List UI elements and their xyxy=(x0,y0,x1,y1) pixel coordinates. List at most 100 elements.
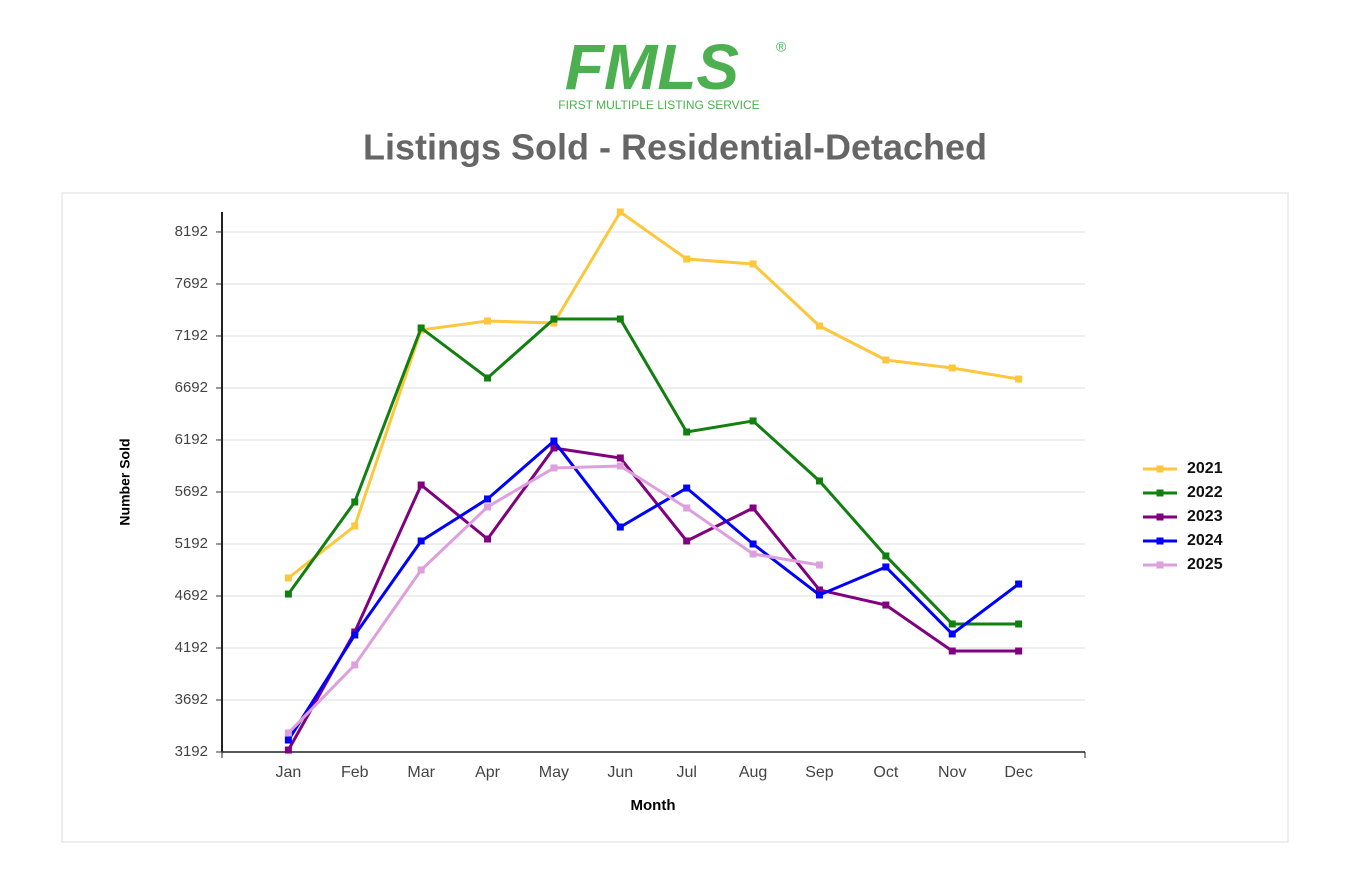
point xyxy=(284,746,292,754)
legend-label: 2025 xyxy=(1187,556,1223,573)
y-tick-label: 8192 xyxy=(175,223,208,240)
y-tick-label: 5692 xyxy=(175,483,208,500)
point xyxy=(882,356,890,364)
point xyxy=(749,260,757,268)
point xyxy=(815,322,823,330)
point xyxy=(550,444,558,452)
point xyxy=(284,590,292,598)
legend-label: 2024 xyxy=(1187,532,1223,549)
point xyxy=(749,504,757,512)
x-tick-label: Jul xyxy=(676,764,696,781)
x-tick-label: Jun xyxy=(607,764,633,781)
point xyxy=(351,498,359,506)
point xyxy=(616,454,624,462)
point xyxy=(683,504,691,512)
series-line xyxy=(287,446,1019,751)
y-tick-label: 5192 xyxy=(175,535,208,552)
legend-marker xyxy=(1156,513,1164,521)
y-tick-label: 3692 xyxy=(175,691,208,708)
y-tick-label: 6192 xyxy=(175,431,208,448)
legend-label: 2021 xyxy=(1187,460,1223,477)
point xyxy=(882,563,890,571)
y-tick-label: 7192 xyxy=(175,327,208,344)
point xyxy=(284,574,292,582)
point xyxy=(749,417,757,425)
point xyxy=(484,495,492,503)
point xyxy=(882,552,890,560)
y-tick-label: 6692 xyxy=(175,379,208,396)
x-tick-label: Sep xyxy=(805,764,834,781)
point xyxy=(616,462,624,470)
x-tick-label: Feb xyxy=(341,764,369,781)
x-tick-label: Nov xyxy=(938,764,966,781)
point xyxy=(417,566,425,574)
point xyxy=(683,537,691,545)
point xyxy=(550,437,558,445)
x-tick-label: May xyxy=(539,764,569,781)
frame xyxy=(61,192,1289,843)
point xyxy=(351,661,359,669)
point xyxy=(284,736,292,744)
point xyxy=(948,364,956,372)
series-line xyxy=(287,438,1020,741)
logo-text: FMLS xyxy=(565,31,740,103)
legend-label: 2022 xyxy=(1187,484,1223,501)
point xyxy=(815,561,823,569)
legend-label: 2023 xyxy=(1187,508,1223,525)
point xyxy=(616,208,624,216)
y-tick-label: 7692 xyxy=(175,275,208,292)
point xyxy=(683,255,691,263)
y-tick-label: 4192 xyxy=(175,639,208,656)
point xyxy=(616,523,624,531)
point xyxy=(749,540,757,548)
point xyxy=(948,630,956,638)
point xyxy=(484,535,492,543)
point xyxy=(815,477,823,485)
point xyxy=(284,729,292,737)
point xyxy=(417,324,425,332)
point xyxy=(815,586,823,594)
x-tick-label: Aug xyxy=(739,764,767,781)
x-tick-label: Mar xyxy=(407,764,435,781)
legend-marker xyxy=(1156,537,1164,545)
point xyxy=(1015,647,1023,655)
y-axis-label: Number Sold xyxy=(117,438,133,525)
logo-tagline: FIRST MULTIPLE LISTING SERVICE xyxy=(558,98,759,112)
point xyxy=(550,464,558,472)
series-line xyxy=(287,209,1019,580)
x-tick-label: Oct xyxy=(873,764,898,781)
point xyxy=(1015,375,1023,383)
point xyxy=(351,522,359,530)
point xyxy=(683,484,691,492)
point xyxy=(882,601,890,609)
y-tick-label: 4692 xyxy=(175,587,208,604)
point xyxy=(1015,580,1023,588)
point xyxy=(1015,620,1023,628)
point xyxy=(616,315,624,323)
x-tick-label: Jan xyxy=(275,764,301,781)
point xyxy=(948,647,956,655)
x-tick-label: Dec xyxy=(1004,764,1032,781)
legend-marker xyxy=(1156,489,1164,497)
chart-title: Listings Sold - Residential-Detached xyxy=(363,127,987,168)
point xyxy=(948,620,956,628)
logo-mark: ® xyxy=(776,39,787,55)
legend-marker xyxy=(1156,465,1164,473)
point xyxy=(550,319,558,327)
point xyxy=(484,374,492,382)
x-tick-label: Apr xyxy=(475,764,501,781)
legend-marker xyxy=(1156,561,1164,569)
y-tick-label: 3192 xyxy=(175,743,208,760)
point xyxy=(484,503,492,511)
point xyxy=(683,428,691,436)
point xyxy=(815,591,823,599)
point xyxy=(417,537,425,545)
point xyxy=(417,481,425,489)
point xyxy=(550,315,558,323)
series-line xyxy=(287,317,1019,626)
point xyxy=(351,631,359,639)
point xyxy=(484,317,492,325)
point xyxy=(749,550,757,558)
